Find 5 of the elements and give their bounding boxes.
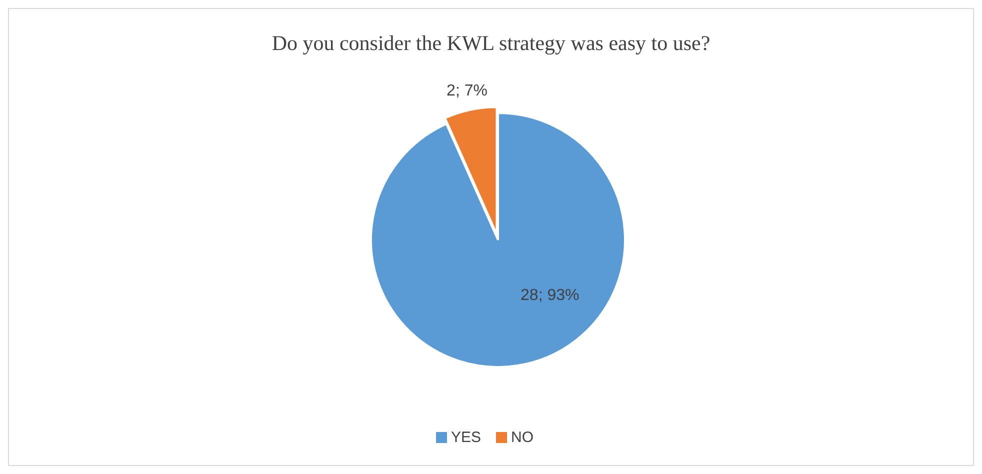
data-label: 28; 93%: [520, 287, 580, 304]
legend-label: NO: [511, 428, 534, 446]
data-label: 2; 7%: [446, 82, 488, 100]
chart-title: Do you consider the KWL strategy was easy to use?: [272, 31, 710, 55]
legend-label: YES: [451, 428, 482, 446]
